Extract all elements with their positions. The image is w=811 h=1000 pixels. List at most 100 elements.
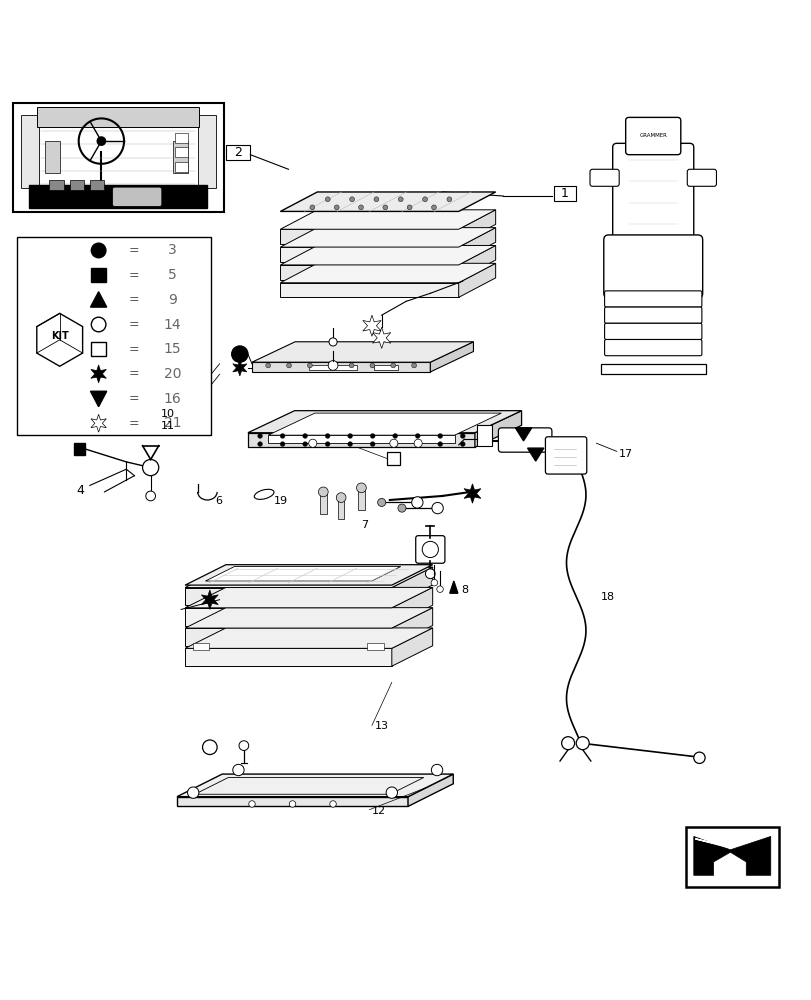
Circle shape: [187, 787, 199, 798]
Text: 7: 7: [361, 520, 368, 530]
Text: =: =: [128, 392, 139, 405]
Polygon shape: [247, 411, 521, 433]
Circle shape: [91, 243, 105, 258]
Polygon shape: [515, 428, 531, 441]
Circle shape: [437, 442, 442, 446]
Polygon shape: [449, 581, 457, 593]
Polygon shape: [363, 315, 380, 336]
Circle shape: [307, 363, 312, 368]
Circle shape: [202, 740, 217, 755]
FancyBboxPatch shape: [612, 143, 693, 245]
Text: 10: 10: [161, 409, 174, 419]
Text: 17: 17: [618, 449, 632, 459]
FancyBboxPatch shape: [545, 437, 586, 474]
Circle shape: [233, 764, 244, 776]
Polygon shape: [280, 192, 495, 211]
Bar: [174, 162, 187, 172]
Polygon shape: [280, 247, 458, 262]
Circle shape: [425, 569, 435, 579]
Polygon shape: [185, 608, 392, 626]
Circle shape: [231, 346, 247, 362]
Bar: [268, 435, 454, 443]
Polygon shape: [177, 774, 453, 797]
FancyBboxPatch shape: [498, 428, 551, 452]
Circle shape: [386, 787, 397, 798]
Polygon shape: [185, 628, 432, 648]
Text: 16: 16: [164, 392, 181, 406]
Bar: [367, 643, 384, 650]
Polygon shape: [407, 774, 453, 806]
Polygon shape: [185, 587, 432, 608]
Bar: [337, 499, 344, 519]
Bar: [174, 147, 187, 157]
Bar: [600, 364, 705, 374]
Bar: [358, 489, 364, 510]
Text: =: =: [128, 269, 139, 282]
Text: =: =: [128, 244, 139, 257]
Circle shape: [350, 197, 354, 202]
FancyBboxPatch shape: [604, 307, 701, 323]
Polygon shape: [90, 292, 106, 307]
Circle shape: [347, 434, 352, 438]
Circle shape: [398, 197, 403, 202]
Circle shape: [356, 483, 366, 493]
Circle shape: [329, 801, 336, 807]
FancyBboxPatch shape: [686, 169, 715, 186]
Bar: [197, 115, 215, 188]
Polygon shape: [458, 245, 495, 280]
Bar: [320, 494, 326, 514]
Bar: [173, 141, 187, 173]
Bar: [553, 186, 576, 201]
Text: 18: 18: [600, 592, 614, 602]
Circle shape: [238, 741, 248, 750]
Text: GRAMMER: GRAMMER: [638, 133, 667, 138]
Circle shape: [358, 205, 363, 210]
Bar: [373, 365, 397, 370]
Text: =: =: [128, 318, 139, 331]
Polygon shape: [474, 411, 521, 447]
Polygon shape: [693, 836, 770, 875]
Bar: [225, 145, 250, 160]
Circle shape: [411, 497, 423, 508]
Circle shape: [422, 197, 427, 202]
Text: 2: 2: [234, 146, 242, 159]
Circle shape: [303, 434, 307, 438]
Circle shape: [393, 442, 397, 446]
Circle shape: [370, 434, 375, 438]
Circle shape: [389, 439, 397, 447]
Bar: [17, 237, 211, 435]
Circle shape: [318, 487, 328, 497]
Polygon shape: [36, 313, 83, 366]
Polygon shape: [372, 327, 390, 348]
Circle shape: [334, 205, 339, 210]
Polygon shape: [280, 229, 458, 244]
Polygon shape: [280, 228, 495, 247]
Circle shape: [383, 205, 388, 210]
Polygon shape: [251, 362, 430, 372]
Polygon shape: [280, 210, 495, 229]
Circle shape: [393, 434, 397, 438]
Text: 6: 6: [215, 496, 222, 506]
Circle shape: [325, 442, 329, 446]
Polygon shape: [247, 433, 474, 447]
Circle shape: [97, 136, 106, 146]
Circle shape: [308, 439, 316, 447]
Text: 15: 15: [164, 342, 181, 356]
Polygon shape: [458, 228, 495, 262]
Circle shape: [328, 363, 333, 368]
Circle shape: [411, 363, 416, 368]
Text: 4: 4: [76, 484, 84, 497]
Circle shape: [91, 317, 105, 332]
Circle shape: [257, 434, 262, 438]
FancyBboxPatch shape: [604, 339, 701, 356]
Circle shape: [406, 205, 411, 210]
Circle shape: [446, 197, 451, 202]
Polygon shape: [91, 365, 106, 383]
Polygon shape: [280, 263, 495, 283]
Text: 3: 3: [168, 243, 177, 257]
Circle shape: [370, 363, 375, 368]
Polygon shape: [392, 567, 432, 605]
Circle shape: [397, 504, 406, 512]
Bar: [91, 342, 105, 356]
Circle shape: [576, 737, 589, 750]
